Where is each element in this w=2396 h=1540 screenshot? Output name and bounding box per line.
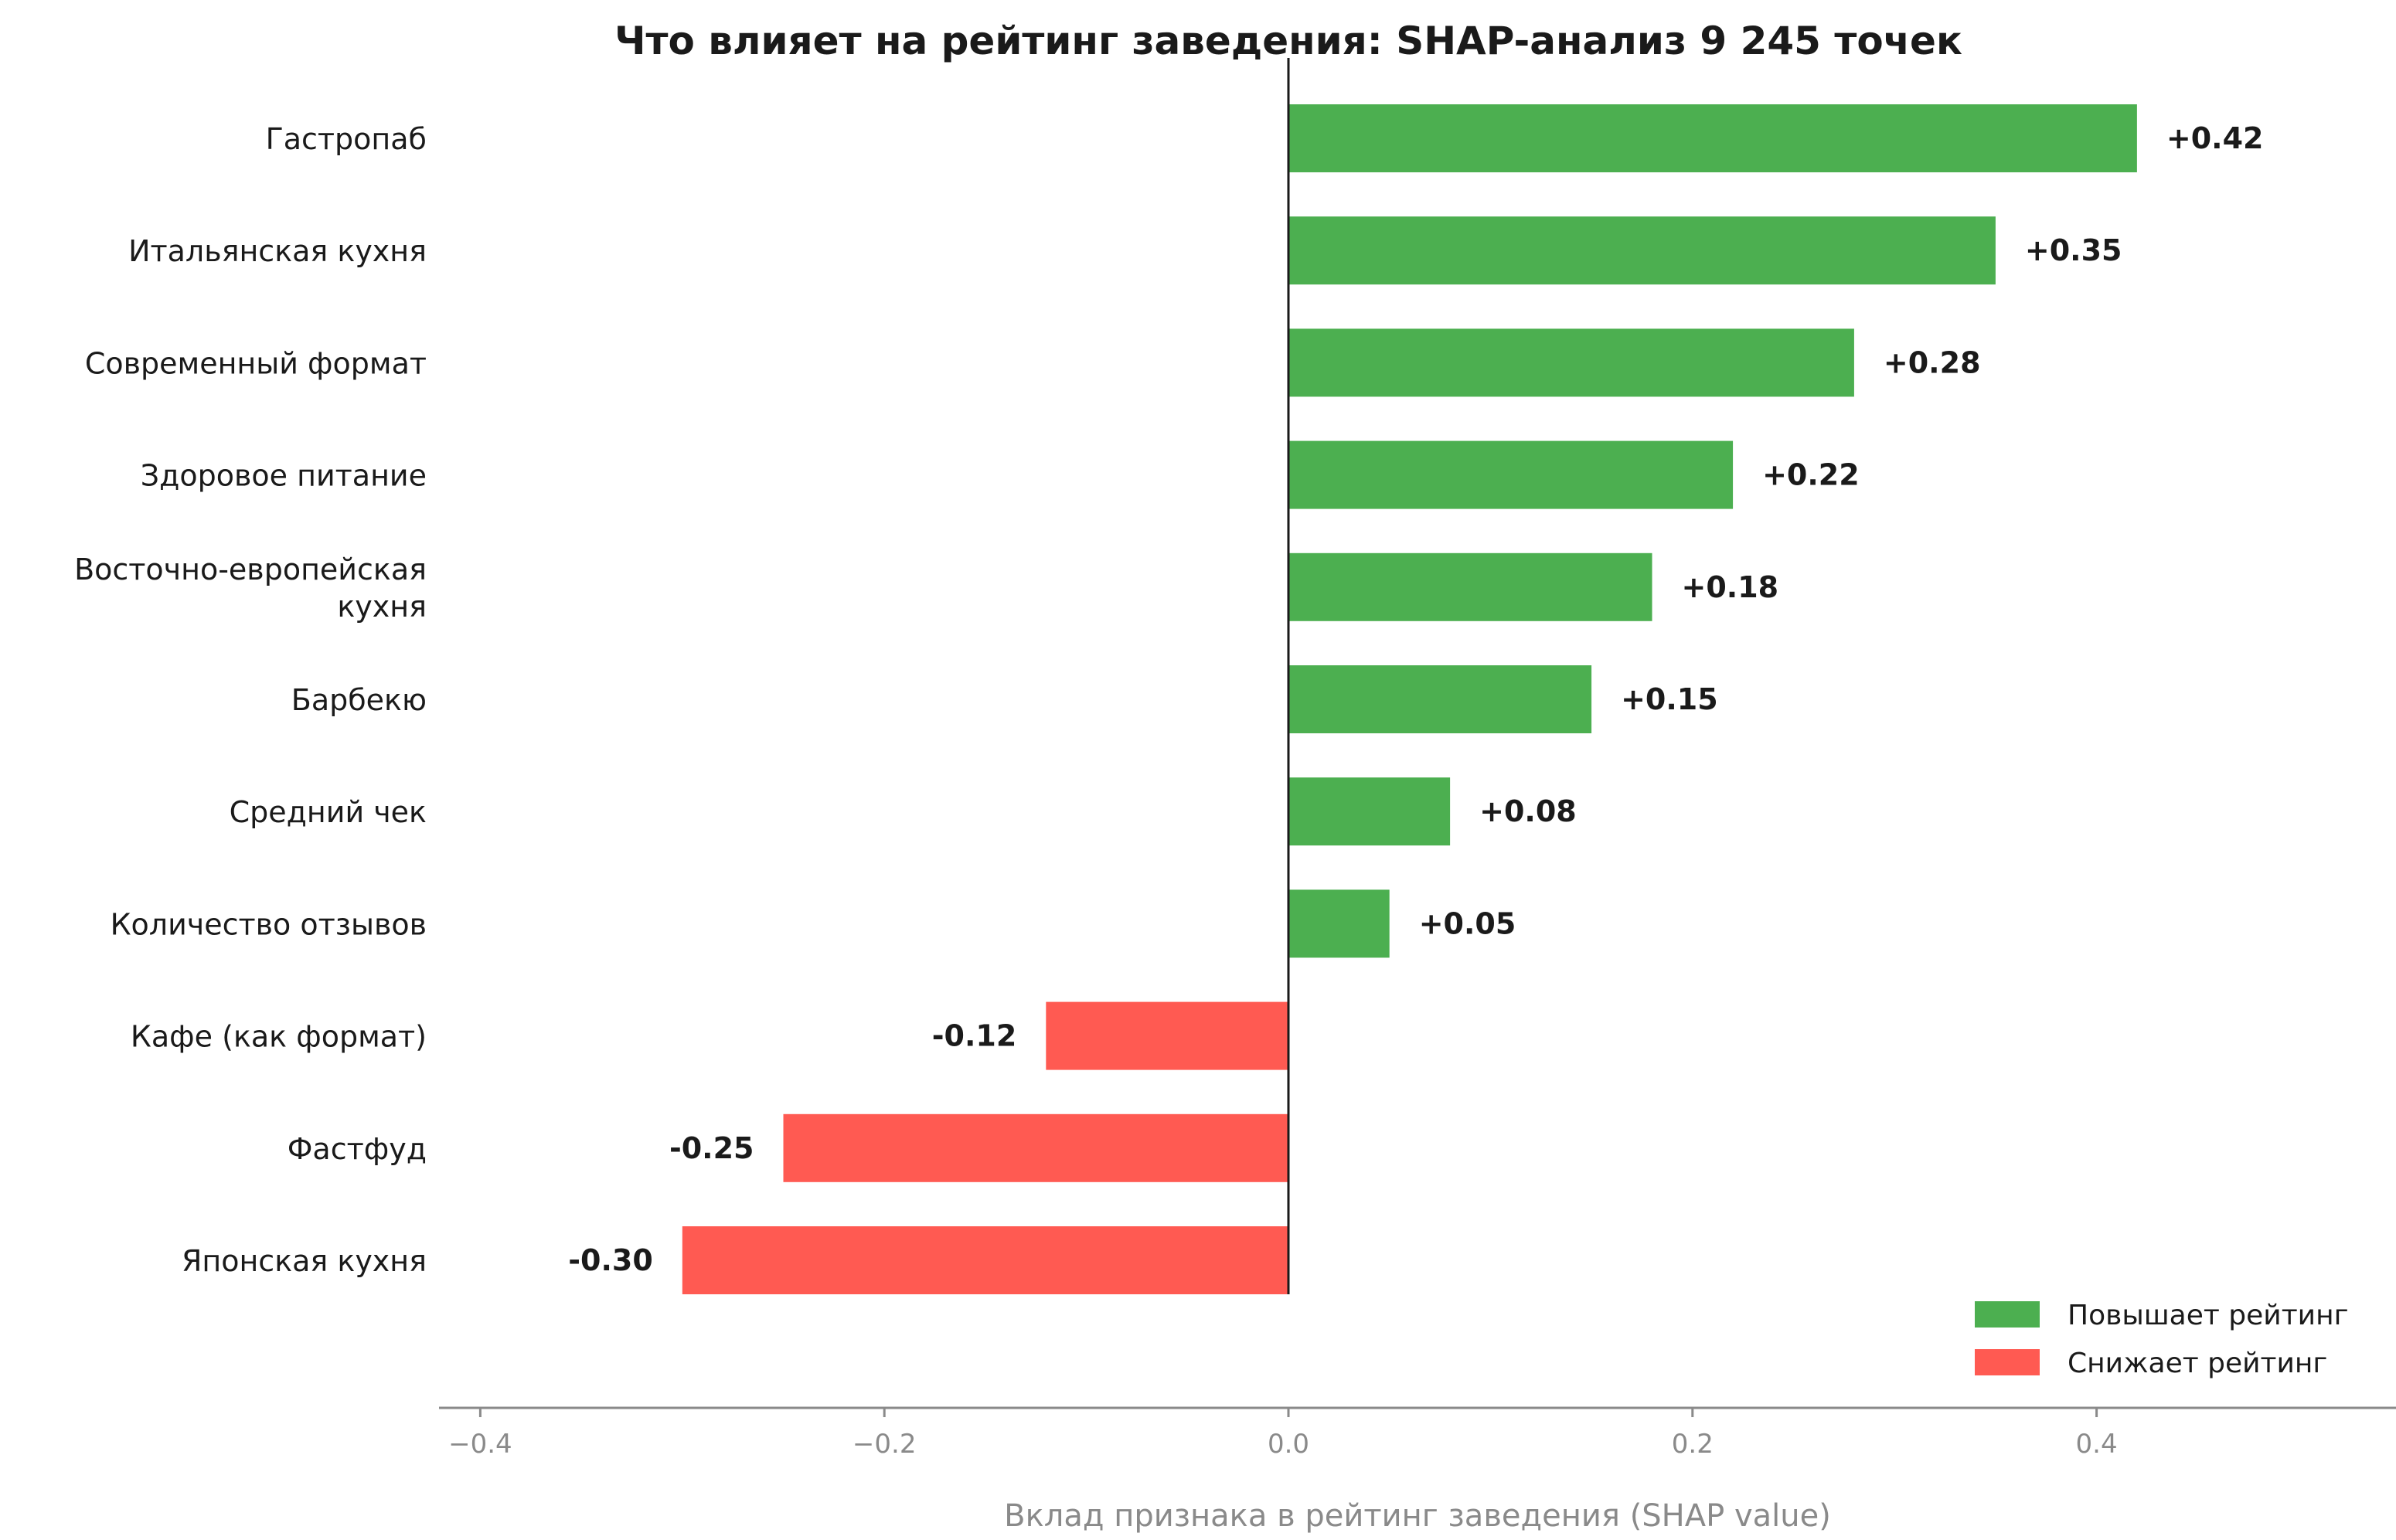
legend-label-negative: Снижает рейтинг — [2068, 1348, 2327, 1379]
legend-label-positive: Повышает рейтинг — [2068, 1300, 2349, 1331]
x-tick-label-4: 0.4 — [2076, 1429, 2118, 1460]
x-tick-label-2: 0.0 — [1268, 1429, 1309, 1460]
chart-title: Что влияет на рейтинг заведения: SHAP-ан… — [614, 19, 1962, 63]
x-tick-label-3: 0.2 — [1672, 1429, 1714, 1460]
value-label-10: -0.30 — [568, 1243, 653, 1277]
category-label-4: Восточно-европейская кухня — [74, 552, 427, 624]
category-label-1: Итальянская кухня — [128, 234, 427, 268]
bar-10 — [682, 1226, 1288, 1294]
legend: Повышает рейтинг Снижает рейтинг — [1975, 1300, 2349, 1379]
value-label-8: -0.12 — [932, 1019, 1017, 1053]
category-label-6: Средний чек — [230, 795, 427, 829]
category-label-10: Японская кухня — [182, 1244, 427, 1278]
value-label-2: +0.28 — [1884, 345, 1981, 379]
bar-6 — [1288, 777, 1451, 846]
category-label-9: Фастфуд — [288, 1132, 427, 1166]
x-tick-label-0: −0.4 — [448, 1429, 512, 1460]
category-labels: Гастропаб Итальянская кухня Современный фо… — [74, 122, 427, 1278]
value-label-4: +0.18 — [1682, 570, 1779, 604]
value-label-1: +0.35 — [2025, 233, 2122, 267]
bar-2 — [1288, 328, 1854, 397]
bar-1 — [1288, 216, 1996, 285]
bar-7 — [1288, 889, 1390, 958]
bar-0 — [1288, 104, 2137, 172]
bar-3 — [1288, 440, 1734, 509]
bars-group — [682, 104, 2137, 1294]
category-label-7: Количество отзывов — [111, 907, 427, 941]
x-tick-label-1: −0.2 — [853, 1429, 917, 1460]
bar-5 — [1288, 665, 1592, 733]
bar-9 — [783, 1113, 1288, 1182]
category-label-8: Кафе (как формат) — [131, 1020, 427, 1054]
value-label-0: +0.42 — [2166, 121, 2264, 155]
value-label-5: +0.15 — [1621, 682, 1718, 716]
bar-8 — [1046, 1001, 1288, 1070]
bar-4 — [1288, 552, 1652, 621]
value-label-7: +0.05 — [1419, 906, 1516, 940]
category-label-3: Здоровое питание — [141, 459, 427, 493]
value-label-9: -0.25 — [669, 1131, 754, 1165]
category-label-5: Барбекю — [291, 683, 427, 717]
x-ticks: −0.4 −0.2 0.0 0.2 0.4 — [448, 1408, 2118, 1460]
value-label-3: +0.22 — [1762, 458, 1860, 492]
value-label-6: +0.08 — [1479, 794, 1577, 828]
x-axis-label: Вклад признака в рейтинг заведения (SHAP… — [1004, 1498, 1831, 1534]
value-labels: +0.42 +0.35 +0.28 +0.22 +0.18 +0.15 +0.08 +0.05… — [568, 121, 2263, 1277]
category-label-0: Гастропаб — [266, 122, 427, 156]
category-label-2: Современный формат — [85, 346, 427, 380]
legend-swatch-negative — [1975, 1349, 2040, 1375]
legend-swatch-positive — [1975, 1301, 2040, 1328]
